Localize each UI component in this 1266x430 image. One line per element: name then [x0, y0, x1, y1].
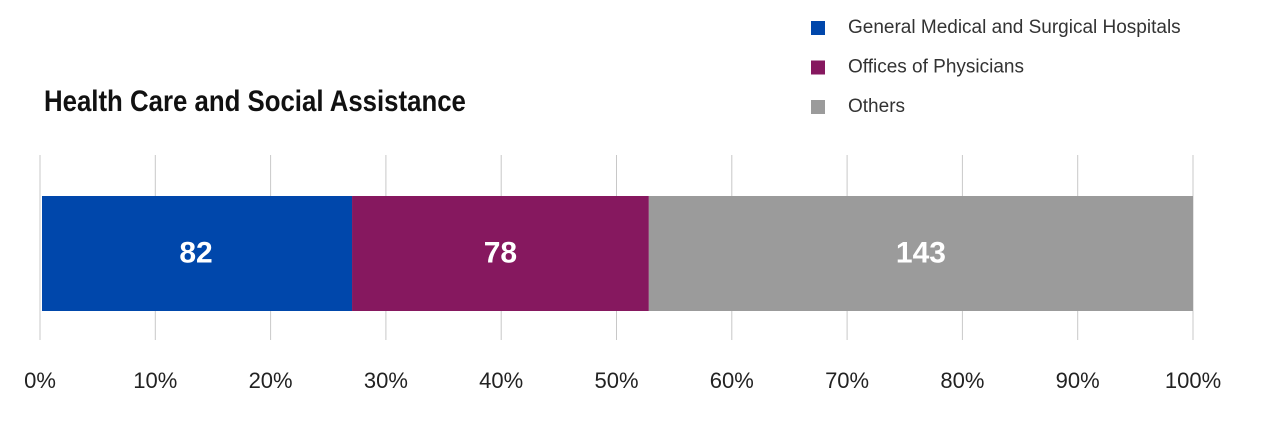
x-tick-label: 50% [594, 368, 638, 393]
x-tick-label: 100% [1165, 368, 1221, 393]
bar-segment [352, 196, 649, 311]
x-tick-label: 40% [479, 368, 523, 393]
legend-swatch [811, 60, 825, 75]
x-tick-label: 80% [940, 368, 984, 393]
data-label: 143 [896, 236, 946, 269]
data-label: 78 [484, 236, 517, 269]
x-tick-label: 20% [249, 368, 293, 393]
legend-swatch [811, 21, 825, 35]
legend-label: General Medical and Surgical Hospitals [848, 17, 1181, 38]
x-tick-label: 10% [133, 368, 177, 393]
bar-segment [42, 196, 353, 311]
x-tick-label: 70% [825, 368, 869, 393]
legend-label: Offices of Physicians [848, 57, 1024, 78]
data-label: 82 [179, 236, 212, 269]
x-tick-label: 60% [710, 368, 754, 393]
chart-title: Health Care and Social Assistance [44, 84, 466, 117]
bar-segment [648, 196, 1193, 311]
x-tick-label: 90% [1056, 368, 1100, 393]
legend-swatch [811, 100, 825, 114]
x-tick-label: 0% [24, 368, 56, 393]
legend-label: Others [848, 96, 905, 117]
x-tick-label: 30% [364, 368, 408, 393]
